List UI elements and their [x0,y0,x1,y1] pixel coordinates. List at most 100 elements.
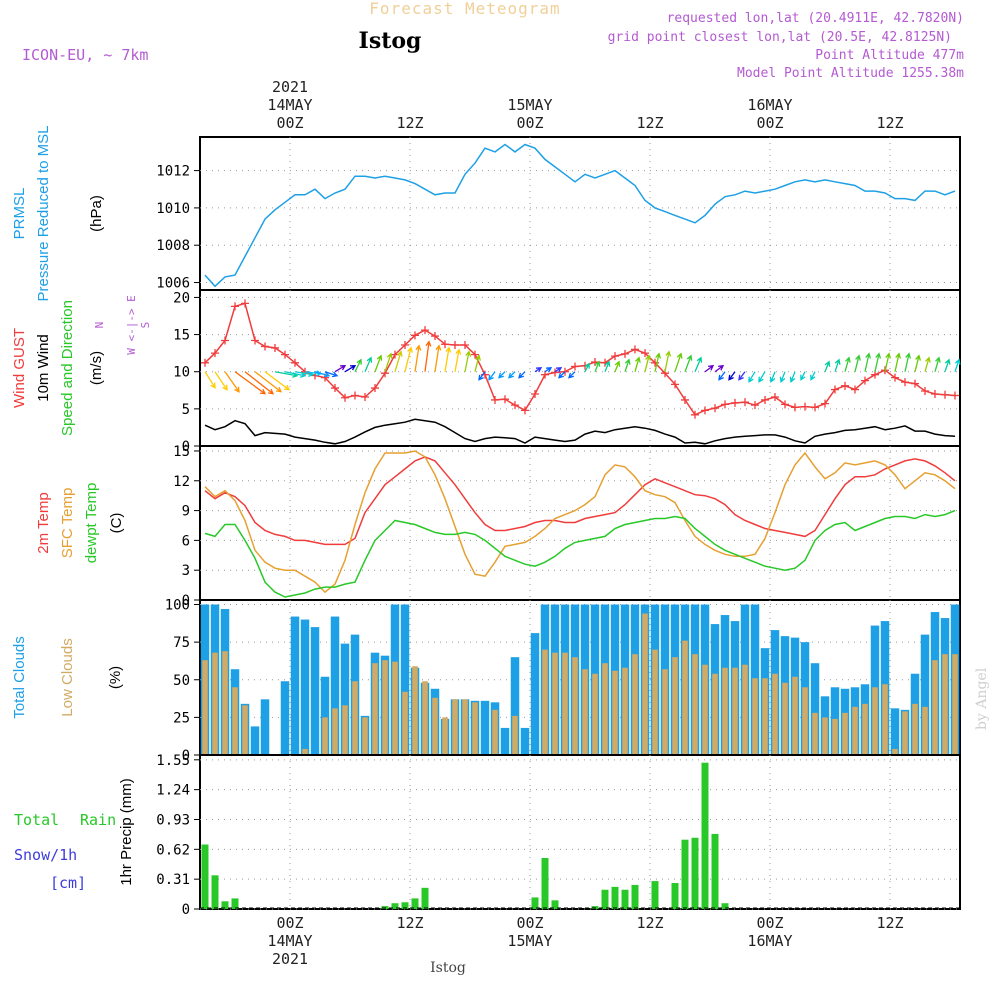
wind-arrow [404,346,413,372]
bar-total-clouds [480,700,490,755]
wind-arrow [254,371,283,393]
bar-low-clouds [352,681,358,755]
wind-arrow [634,356,641,372]
wind-arrow [954,358,961,372]
bar-rain [621,889,629,909]
time-label-top: 16MAY [747,96,792,114]
time-label-bottom: 14MAY [267,932,312,950]
gust-marker [281,350,289,359]
gust-marker [801,402,809,411]
bar-low-clouds [632,654,638,755]
wind-arrow [334,365,347,373]
y-tick-label: 1.55 [156,753,190,769]
gust-marker [821,399,829,408]
wind-arrow [834,358,841,372]
bar-rain [701,762,709,909]
wind-arrow [324,371,339,378]
wind-panel: 0 5 10 15 20 Wind GUST 10m Wind Speed and Direc… [11,289,961,455]
wind-arrow [704,364,715,373]
time-label-top: 12Z [396,114,423,132]
gust-marker [471,350,479,359]
y-tick-label: 12 [173,474,190,490]
bar-low-clouds [742,664,748,755]
gust-marker [761,395,769,404]
gust-marker [441,340,449,349]
wind-arrow [664,350,672,372]
y-axis-unit: (%) [107,666,124,689]
gust-marker [611,352,619,361]
time-label-bottom: 00Z [516,914,543,932]
wind-arrow [800,371,806,381]
y-axis-unit: (m/s) [88,351,105,385]
bar-rain [421,887,429,909]
gust-marker [911,379,919,388]
bar-total-clouds [400,604,410,755]
gust-marker [341,393,349,402]
wind-arrow [544,366,553,373]
bar-low-clouds [612,670,618,755]
bar-low-clouds [472,702,478,755]
series-10m-wind [204,418,956,445]
wind-arrow [384,352,393,372]
time-label-bottom: 12Z [396,914,423,932]
time-label-top: 00Z [516,114,543,132]
bar-low-clouds [242,705,248,755]
wind-arrow [568,371,576,379]
gust-marker [401,340,409,349]
bar-low-clouds [652,649,658,755]
wind-arrow [558,371,566,379]
panel-label: 10m Wind [35,334,52,402]
wind-arrow [894,352,902,372]
bar-low-clouds [492,709,498,755]
wind-arrow [474,354,481,372]
bar-rain [411,898,419,909]
y-tick-label: 0.31 [156,872,190,888]
bar-low-clouds [832,718,838,755]
wind-arrow [854,354,861,372]
wind-arrow [738,371,746,381]
wind-arrow [674,352,683,372]
bar-low-clouds [812,712,818,755]
pressure-panel: 1006 1008 1010 1012 PRMSL Pressure Reduced to… [11,126,961,301]
bar-low-clouds [382,660,388,755]
bar-low-clouds [712,673,718,755]
bar-low-clouds [722,667,728,755]
bar-low-clouds [802,687,808,755]
bar-total-clouds [920,634,930,755]
series-2m-temp [204,456,956,546]
bar-low-clouds [572,657,578,755]
bar-low-clouds [442,717,448,755]
legend-total: Total [14,811,59,829]
y-tick-label: 5 [182,402,190,418]
wind-arrow [204,371,216,389]
gust-marker [781,400,789,409]
y-tick-label: 15 [173,328,190,344]
gust-marker [491,395,499,404]
bar-low-clouds [772,673,778,755]
wind-arrow [779,371,786,383]
bar-low-clouds [402,691,408,755]
series-prmsl [204,143,956,288]
y-tick-label: 0 [182,593,190,609]
bar-total-clouds [260,699,270,755]
gust-marker [701,406,709,415]
y-tick-label: 100 [165,598,190,614]
gust-marker [721,400,729,409]
wind-arrow [624,358,631,372]
wind-arrow [728,371,736,381]
bar-rain [611,886,619,909]
wind-arrow [444,346,452,372]
bar-low-clouds [552,652,558,755]
gust-marker [751,401,759,410]
bar-total-clouds [500,727,510,755]
wind-arrow [478,371,486,381]
bar-rain [691,837,699,909]
time-label-top: 12Z [636,114,663,132]
time-label-top: 2021 [272,78,308,96]
panel-label: PRMSL [11,188,28,240]
wind-arrow [498,371,506,379]
gust-marker [851,385,859,394]
wind-arrow [684,354,693,372]
gust-marker [931,390,939,398]
